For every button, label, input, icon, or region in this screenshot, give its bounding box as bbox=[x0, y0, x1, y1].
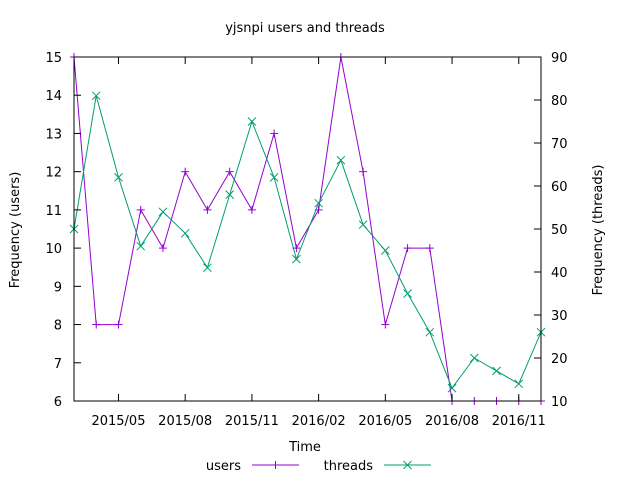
left-tick-label: 13 bbox=[45, 127, 62, 142]
data-point-users bbox=[425, 244, 434, 253]
right-tick-label: 80 bbox=[551, 94, 568, 109]
data-point-threads bbox=[203, 263, 212, 273]
right-tick-label: 70 bbox=[551, 137, 568, 152]
left-tick-label: 12 bbox=[45, 166, 62, 181]
data-point-threads bbox=[247, 117, 257, 126]
legend-marker-threads bbox=[403, 460, 412, 470]
data-point-users bbox=[270, 129, 279, 138]
data-point-users bbox=[203, 205, 212, 214]
x-tick-label: 2016/05 bbox=[358, 414, 412, 429]
right-tick-label: 40 bbox=[551, 266, 568, 281]
data-point-threads bbox=[91, 91, 101, 101]
data-point-threads bbox=[180, 228, 190, 238]
right-tick-label: 10 bbox=[551, 395, 568, 410]
right-tick-label: 90 bbox=[551, 51, 568, 66]
data-point-threads bbox=[469, 353, 479, 363]
right-axis-title: Frequency (threads) bbox=[591, 165, 606, 296]
data-point-users bbox=[158, 244, 167, 253]
left-tick-label: 7 bbox=[54, 357, 62, 372]
data-point-threads bbox=[336, 155, 346, 165]
series-line-users bbox=[73, 56, 541, 402]
data-point-users bbox=[136, 205, 145, 214]
data-point-threads bbox=[514, 379, 524, 389]
data-point-threads bbox=[269, 173, 279, 182]
data-point-users bbox=[181, 167, 190, 176]
x-tick-label: 2015/08 bbox=[158, 414, 212, 429]
right-tick-label: 20 bbox=[551, 352, 568, 367]
data-point-users bbox=[114, 320, 123, 329]
right-tick-label: 50 bbox=[551, 223, 568, 238]
data-point-threads bbox=[492, 366, 501, 376]
series-line-threads bbox=[73, 95, 542, 390]
left-axis-title: Frequency (users) bbox=[8, 172, 23, 289]
data-point-users bbox=[381, 320, 390, 329]
left-tick-label: 15 bbox=[45, 51, 62, 66]
data-point-threads bbox=[358, 220, 368, 230]
legend: users threads bbox=[206, 459, 431, 474]
left-tick-label: 9 bbox=[54, 280, 62, 295]
right-axis: 10 20 30 40 50 60 70 80 90 bbox=[534, 51, 568, 410]
data-point-threads bbox=[292, 254, 301, 264]
data-point-threads bbox=[136, 241, 146, 251]
data-point-threads bbox=[158, 207, 168, 217]
chart-title: yjsnpi users and threads bbox=[225, 21, 385, 36]
left-tick-label: 11 bbox=[45, 204, 62, 219]
x-tick-label: 2015/05 bbox=[91, 414, 145, 429]
data-point-threads bbox=[380, 246, 390, 255]
legend-marker-users bbox=[271, 461, 280, 469]
data-point-threads bbox=[114, 173, 123, 182]
x-axis-title: Time bbox=[288, 440, 321, 455]
data-point-threads bbox=[425, 327, 435, 337]
data-point-threads bbox=[314, 198, 323, 208]
right-tick-label: 30 bbox=[551, 309, 568, 324]
x-tick-label: 2016/08 bbox=[425, 414, 479, 429]
data-point-users bbox=[225, 167, 234, 176]
data-point-users bbox=[403, 244, 412, 253]
left-tick-label: 8 bbox=[54, 319, 62, 334]
data-point-threads bbox=[403, 289, 412, 298]
data-point-users bbox=[247, 205, 256, 214]
x-axis: 2015/05 2015/08 2015/11 2016/02 2016/05 2016/… bbox=[91, 57, 546, 429]
data-point-threads bbox=[447, 383, 457, 393]
x-tick-label: 2016/02 bbox=[292, 414, 346, 429]
legend-label-threads: threads bbox=[324, 459, 374, 474]
left-tick-label: 6 bbox=[54, 395, 62, 410]
left-tick-label: 10 bbox=[45, 242, 62, 257]
left-axis: 6 7 8 9 10 11 12 13 14 15 bbox=[45, 51, 81, 410]
data-point-users bbox=[92, 320, 101, 329]
data-point-threads bbox=[225, 190, 235, 199]
x-tick-label: 2015/11 bbox=[225, 414, 279, 429]
legend-label-users: users bbox=[206, 459, 241, 474]
plot-area bbox=[69, 53, 546, 405]
data-point-users bbox=[359, 167, 368, 176]
left-tick-label: 14 bbox=[45, 89, 62, 104]
x-tick-label: 2016/11 bbox=[492, 414, 546, 429]
right-tick-label: 60 bbox=[551, 180, 568, 195]
